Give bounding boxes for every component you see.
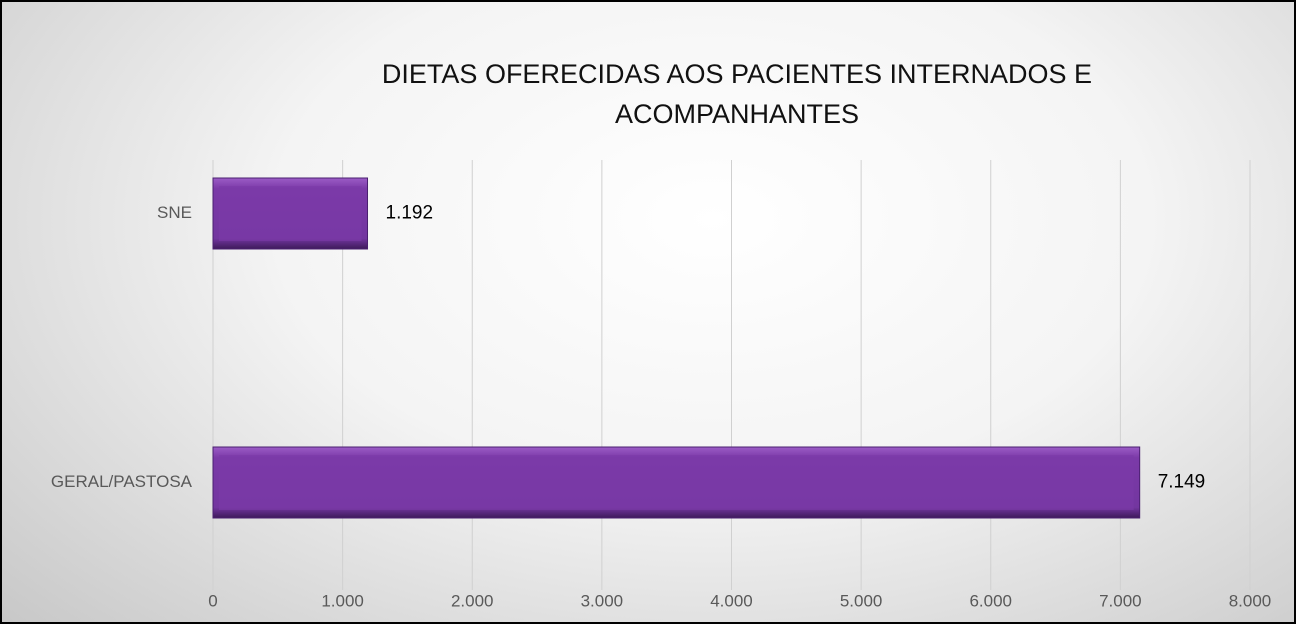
y-tick-label: SNE [157, 203, 192, 222]
bar-face [219, 455, 1134, 510]
x-tick-label: 0 [208, 591, 217, 610]
x-tick-label: 5.000 [840, 591, 883, 610]
chart-title: DIETAS OFERECIDAS AOS PACIENTES INTERNAD… [381, 59, 1093, 129]
x-tick-label: 8.000 [1229, 591, 1272, 610]
x-tick-label: 6.000 [969, 591, 1012, 610]
x-tick-label: 4.000 [710, 591, 753, 610]
x-tick-label: 7.000 [1099, 591, 1142, 610]
x-tick-label: 2.000 [451, 591, 494, 610]
value-label: 7.149 [1158, 472, 1206, 493]
x-tick-label: 3.000 [581, 591, 624, 610]
y-tick-label: GERAL/PASTOSA [51, 472, 193, 491]
bar-face [219, 186, 362, 241]
x-tick-label: 1.000 [321, 591, 364, 610]
value-label: 1.192 [386, 203, 434, 224]
